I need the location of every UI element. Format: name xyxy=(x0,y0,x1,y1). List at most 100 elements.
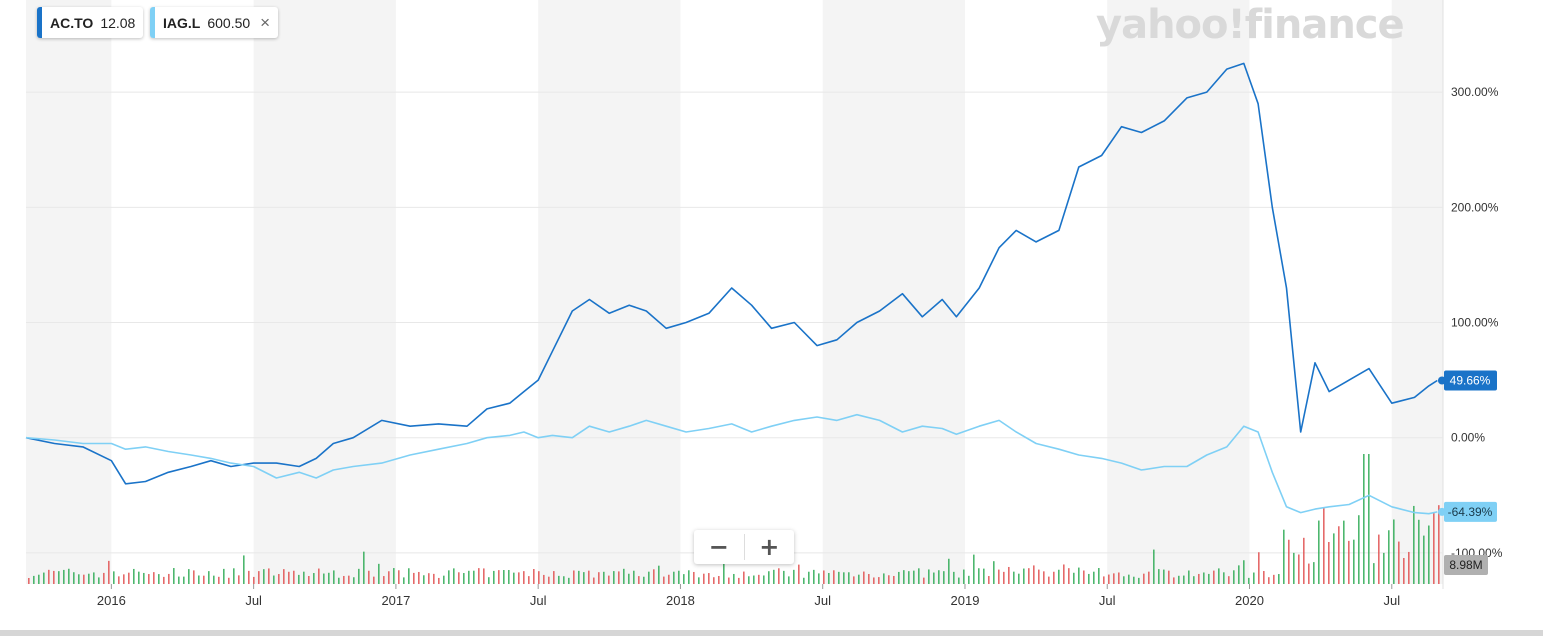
volume-bar xyxy=(1023,568,1025,584)
volume-bar xyxy=(1298,554,1300,584)
volume-bar xyxy=(818,573,820,584)
series-lines xyxy=(25,62,1438,515)
volume-bar xyxy=(878,577,880,584)
volume-bar xyxy=(1373,563,1375,584)
volume-bar xyxy=(588,570,590,584)
volume-bar xyxy=(208,571,210,584)
volume-bar xyxy=(603,571,605,584)
series-line-iagl xyxy=(25,413,1438,515)
volume-bar xyxy=(1218,568,1220,584)
volume-bar xyxy=(308,576,310,584)
volume-bar xyxy=(1063,564,1065,584)
volume-bar xyxy=(453,568,455,584)
close-icon[interactable]: × xyxy=(260,12,271,32)
zoom-out-button[interactable]: − xyxy=(708,533,729,561)
volume-bar xyxy=(643,576,645,584)
volume-bar xyxy=(948,558,950,584)
volume-bar xyxy=(1183,575,1185,584)
volume-bar xyxy=(133,568,135,584)
volume-bar xyxy=(363,551,365,584)
volume-bar xyxy=(178,576,180,584)
volume-bar xyxy=(653,569,655,584)
value-badge xyxy=(1444,370,1497,391)
volume-bar xyxy=(1098,568,1100,584)
volume-bar xyxy=(908,571,910,584)
volume-bar xyxy=(868,574,870,584)
volume-bar xyxy=(218,576,220,584)
volume-bar xyxy=(1418,519,1420,584)
volume-bar xyxy=(1143,573,1145,584)
volume-bar xyxy=(1423,535,1425,584)
background-band xyxy=(1107,0,1250,584)
volume-bar xyxy=(778,568,780,584)
volume-bar xyxy=(293,570,295,584)
volume-bar xyxy=(408,568,410,584)
volume-bar xyxy=(263,569,265,584)
volume-bar xyxy=(1348,540,1350,584)
volume-bar xyxy=(1368,454,1370,584)
volume-bar xyxy=(203,575,205,584)
legend-symbol: IAG.L xyxy=(163,14,201,31)
volume-badge xyxy=(1444,555,1488,575)
x-tick-label: Jul xyxy=(1383,593,1400,608)
volume-bar xyxy=(1133,576,1135,584)
volume-bar xyxy=(658,565,660,584)
zoom-controls: − + xyxy=(694,530,794,564)
volume-bar xyxy=(168,573,170,584)
volume-bar xyxy=(183,576,185,584)
x-tick-label: Jul xyxy=(245,593,262,608)
y-tick-label: 300.00% xyxy=(1451,85,1499,99)
volume-bar xyxy=(123,574,125,584)
volume-bar xyxy=(153,572,155,584)
volume-badge-label: 8.98M xyxy=(1449,558,1482,572)
volume-bar xyxy=(563,576,565,584)
legend-chip-acto[interactable]: AC.TO 12.08 xyxy=(37,7,144,38)
volume-bar xyxy=(378,563,380,584)
volume-bar xyxy=(1158,569,1160,584)
volume-bar xyxy=(618,571,620,584)
y-tick-label: 200.00% xyxy=(1451,200,1499,214)
volume-bar xyxy=(633,570,635,584)
volume-bar xyxy=(1043,571,1045,584)
volume-bar xyxy=(368,570,370,584)
volume-bar xyxy=(1088,573,1090,584)
volume-bar xyxy=(1398,541,1400,584)
legend-chip-iagl[interactable]: IAG.L 600.50 × xyxy=(150,7,279,38)
volume-bar xyxy=(468,570,470,584)
volume-bar xyxy=(623,568,625,584)
volume-bar xyxy=(1203,572,1205,584)
volume-bar xyxy=(1353,539,1355,584)
volume-bar xyxy=(1243,560,1245,584)
volume-bar xyxy=(28,577,30,584)
volume-bar xyxy=(968,575,970,584)
volume-bar xyxy=(593,577,595,584)
volume-bar xyxy=(1403,558,1405,584)
volume-bar xyxy=(613,571,615,584)
volume-bar xyxy=(598,572,600,584)
volume-bar xyxy=(148,574,150,584)
volume-bar xyxy=(323,573,325,584)
volume-bar xyxy=(388,571,390,584)
volume-bar xyxy=(1198,573,1200,584)
volume-bar xyxy=(718,575,720,584)
volume-bar xyxy=(888,575,890,584)
volume-bar xyxy=(38,574,40,584)
volume-bar xyxy=(1003,571,1005,584)
y-tick-label: 0.00% xyxy=(1451,431,1485,445)
volume-bar xyxy=(1178,575,1180,584)
volume-bar xyxy=(753,575,755,584)
volume-bar xyxy=(788,576,790,584)
volume-bar xyxy=(583,572,585,584)
volume-bar xyxy=(313,573,315,584)
volume-bar xyxy=(1248,577,1250,584)
volume-bar xyxy=(348,575,350,584)
volume-bar xyxy=(128,572,130,584)
volume-bar xyxy=(53,570,55,584)
zoom-in-button[interactable]: + xyxy=(759,533,780,561)
volume-bar xyxy=(193,570,195,584)
volume-bar xyxy=(938,570,940,584)
volume-bar xyxy=(1123,576,1125,584)
volume-bar xyxy=(1273,574,1275,584)
volume-bar xyxy=(1068,568,1070,584)
